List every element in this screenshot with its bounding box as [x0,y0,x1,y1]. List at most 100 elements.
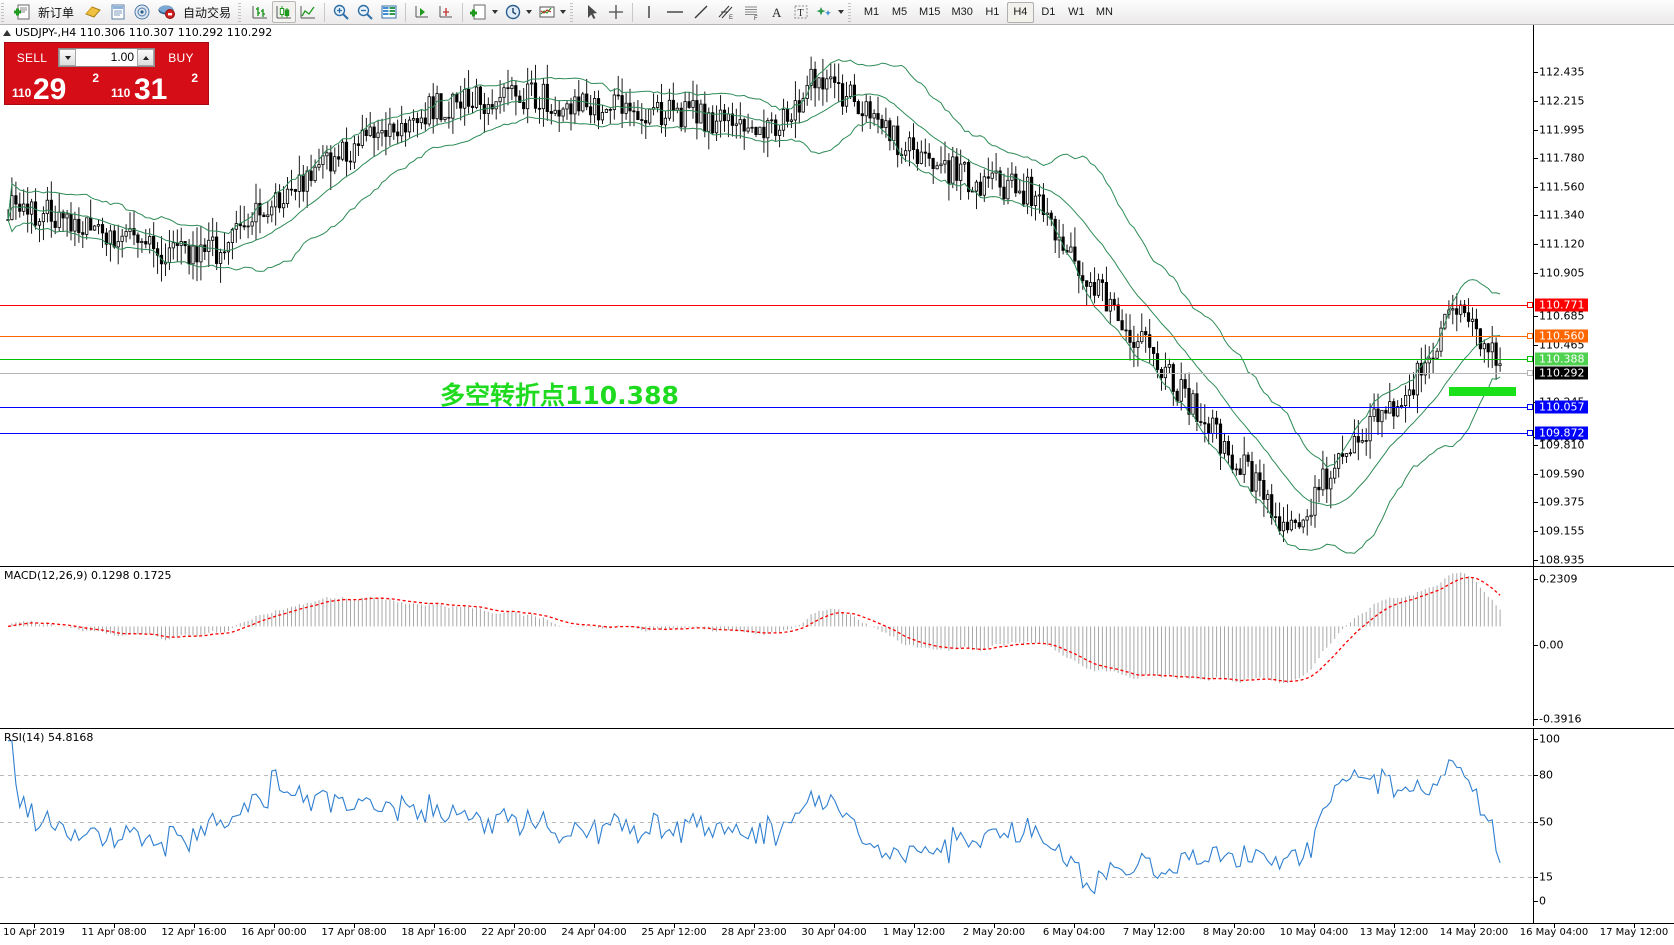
axis-tick [1534,273,1538,274]
shapes-tool-button[interactable] [813,1,847,23]
timeframe-button-m30[interactable]: M30 [946,2,977,23]
shapes-dropdown-arrow[interactable] [838,10,845,14]
resistance-line-110771[interactable] [0,305,1533,306]
price-axis-label: 111.340 [1539,208,1585,222]
support-line-109872[interactable] [0,433,1533,434]
support-line-110057[interactable] [0,407,1533,408]
level-gridline [0,877,1533,878]
axis-tick [1534,775,1538,776]
data-window-button[interactable] [106,1,130,23]
zoom-out-button[interactable] [353,1,377,23]
line-chart-icon [300,6,316,19]
price-plot-area[interactable]: 多空转折点110.388 [0,25,1533,566]
period-dropdown-arrow[interactable] [526,10,533,14]
time-tick [1474,924,1475,928]
toolbar-grip[interactable] [1,2,8,22]
resistance-line-110771-handle[interactable] [1527,302,1533,308]
chart-shift-grid-button[interactable] [377,1,401,23]
crosshair-tool-button[interactable] [604,1,628,23]
navigator-button[interactable] [130,1,154,23]
trendline-tool-button[interactable] [689,1,713,23]
axis-tick [1534,101,1538,102]
buy-button[interactable]: 110 31 2 [108,69,204,105]
time-tick [1314,924,1315,928]
fibonacci-tool-button[interactable]: F [739,1,765,23]
timeframe-button-m5[interactable]: M5 [886,2,913,23]
axis-tick [1534,822,1538,823]
rsi-axis-label: 15 [1539,870,1553,884]
rsi-axis[interactable]: 100 80 50 15 0 [1533,729,1674,923]
price-axis-label: 109.810 [1539,438,1585,452]
timeframe-button-m1[interactable]: M1 [858,2,885,23]
timeframe-button-m15[interactable]: M15 [914,2,945,23]
toolbar-grip-2[interactable] [238,2,246,22]
macd-pane: MACD(12,26,9) 0.1298 0.1725 0.2309 0.00 -0… [0,566,1674,726]
toolbar-grip-3[interactable] [570,2,578,22]
equidistant-channel-icon: E [718,5,733,21]
price-axis-label: 111.780 [1539,151,1585,165]
macd-axis[interactable]: 0.2309 0.00 -0.3916 [1533,567,1674,726]
time-axis-label: 17 May 12:00 [1599,927,1669,938]
resistance-line-110560-handle[interactable] [1527,333,1533,339]
cursor-tool-button[interactable] [580,1,604,23]
toolbar-separator-3 [462,2,464,22]
time-tick [754,924,755,928]
toolbar-grip-4[interactable] [848,2,856,22]
current-price-line[interactable] [0,373,1533,374]
data-window-icon [111,4,125,20]
expert-advisors-button[interactable] [80,1,106,23]
pivot-line-110388-handle[interactable] [1527,356,1533,362]
price-axis-label: 112.215 [1539,94,1585,108]
support-line-109872-price-tag: 109.872 [1535,426,1588,440]
axis-tick [1534,215,1538,216]
auto-scroll-button[interactable] [410,1,434,23]
chart-shift-button[interactable] [434,1,458,23]
time-axis-label: 14 May 20:00 [1439,927,1509,938]
resistance-line-110560[interactable] [0,336,1533,337]
vertical-line-tool-button[interactable] [637,1,661,23]
new-order-button[interactable]: 新订单 [11,1,80,23]
new-chart-dropdown-arrow[interactable] [492,10,499,14]
text-tool-button[interactable]: A [765,1,789,23]
timeframe-label: W1 [1068,6,1085,18]
rsi-plot-area[interactable]: RSI(14) 54.8168 [0,729,1533,923]
indicators-button[interactable] [535,1,569,23]
volume-input[interactable]: 1.00 [76,49,137,66]
new-order-label: 新订单 [38,5,75,20]
volume-stepper[interactable]: 1.00 [58,48,155,67]
support-line-110057-handle[interactable] [1527,404,1533,410]
chart-menu-triangle-icon[interactable] [3,29,11,36]
timeframe-button-h4[interactable]: H4 [1006,1,1034,23]
support-line-109872-handle[interactable] [1527,430,1533,436]
period-separator-button[interactable] [501,1,535,23]
price-axis[interactable]: 112.435 112.215 111.995 111.780 111.560 111.3… [1533,25,1674,567]
horizontal-line-tool-button[interactable] [661,1,689,23]
equidistant-channel-button[interactable]: E [713,1,739,23]
volume-increment-button[interactable] [137,49,154,66]
zoom-in-button[interactable] [329,1,353,23]
time-axis-label: 7 May 12:00 [1122,927,1186,938]
candlestick-chart-button[interactable] [272,1,297,23]
axis-tick [1534,901,1538,902]
new-chart-button[interactable] [467,1,501,23]
indicators-dropdown-arrow[interactable] [560,10,567,14]
text-label-tool-button[interactable]: T [789,1,813,23]
timeframe-button-w1[interactable]: W1 [1063,2,1090,23]
current-price-line-handle[interactable] [1527,370,1533,376]
one-click-trading-panel: SELL 1.00 BUY 110 29 2 110 31 2 [4,42,209,105]
timeframe-button-mn[interactable]: MN [1091,2,1118,23]
time-axis-label: 11 Apr 08:00 [81,927,147,938]
macd-plot-area[interactable]: MACD(12,26,9) 0.1298 0.1725 [0,567,1533,726]
sell-price-prefix: 110 [12,86,32,100]
line-chart-button[interactable] [296,1,320,23]
autotrading-button[interactable]: 自动交易 [154,1,237,23]
volume-decrement-button[interactable] [59,49,76,66]
sell-label[interactable]: SELL [16,50,48,65]
timeframe-group: M1 M5 M15 M30 H1 H4 D1 W1 MN [858,1,1118,23]
timeframe-button-h1[interactable]: H1 [979,2,1006,23]
timeframe-button-d1[interactable]: D1 [1035,2,1062,23]
sell-button[interactable]: 110 29 2 [9,69,105,105]
buy-label[interactable]: BUY [168,50,194,65]
pivot-line-110388[interactable] [0,359,1533,360]
bar-chart-button[interactable] [248,1,272,23]
